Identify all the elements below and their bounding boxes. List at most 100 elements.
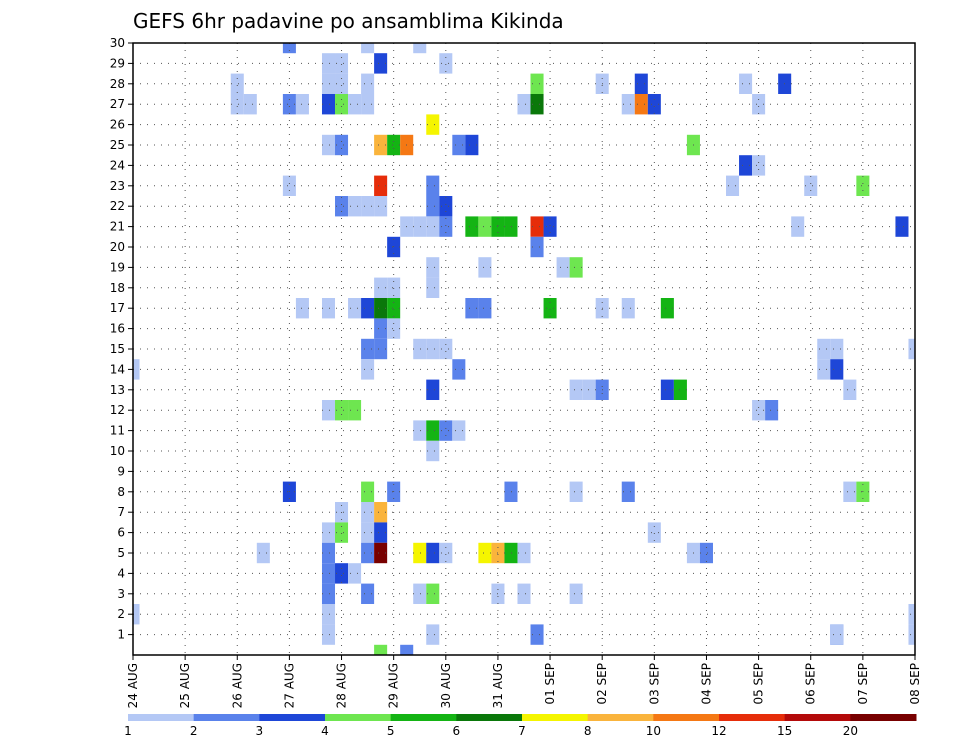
heatmap-cell bbox=[647, 94, 661, 115]
heatmap-cell bbox=[361, 94, 375, 115]
heatmap-cell bbox=[439, 542, 453, 564]
heatmap-cell bbox=[321, 298, 336, 319]
heatmap-cell bbox=[321, 73, 336, 94]
heatmap-cell bbox=[439, 420, 453, 441]
heatmap-cell bbox=[517, 94, 531, 115]
heatmap-cell bbox=[530, 73, 544, 94]
colorbar-segment bbox=[259, 714, 326, 721]
heatmap-cell bbox=[321, 522, 336, 543]
heatmap-cell bbox=[426, 277, 440, 298]
heatmap-cell bbox=[321, 542, 336, 564]
heatmap-cell bbox=[387, 298, 401, 319]
heatmap-cell bbox=[830, 359, 844, 380]
y-tick-label: 1 bbox=[117, 628, 125, 642]
y-tick-label: 15 bbox=[110, 342, 125, 356]
colorbar-segment bbox=[784, 714, 851, 721]
heatmap-cell bbox=[335, 73, 349, 94]
heatmap-cell bbox=[439, 196, 453, 217]
heatmap-cell bbox=[348, 94, 362, 115]
colorbar-segment bbox=[587, 714, 654, 721]
heatmap-cell bbox=[374, 277, 388, 298]
heatmap-cell bbox=[335, 522, 349, 543]
heatmap-cell bbox=[895, 216, 909, 237]
heatmap-cell bbox=[426, 379, 440, 400]
x-tick-label: 27 AUG bbox=[282, 663, 296, 708]
y-tick-label: 27 bbox=[110, 97, 125, 111]
heatmap-cell bbox=[295, 298, 309, 319]
heatmap-cell bbox=[374, 318, 388, 339]
x-tick-label: 29 AUG bbox=[387, 663, 401, 708]
heatmap-cell bbox=[830, 338, 844, 360]
heatmap-cell bbox=[426, 542, 440, 564]
colorbar-label: 1 bbox=[124, 724, 132, 738]
heatmap-cell bbox=[504, 542, 518, 564]
heatmap-cell bbox=[426, 196, 440, 217]
x-tick-label: 24 AUG bbox=[126, 663, 140, 708]
y-tick-label: 17 bbox=[110, 301, 125, 315]
heatmap-cell bbox=[282, 175, 296, 196]
heatmap-cell bbox=[374, 175, 388, 196]
colorbar-segment bbox=[390, 714, 457, 721]
y-tick-label: 16 bbox=[110, 322, 125, 336]
y-axis-ticks: 1234567891011121314151617181920212223242… bbox=[110, 36, 133, 642]
x-tick-label: 05 SEP bbox=[752, 663, 766, 705]
heatmap-cell bbox=[426, 338, 440, 360]
heatmap-cell bbox=[856, 175, 870, 196]
heatmap-cell bbox=[621, 298, 635, 319]
y-tick-label: 2 bbox=[117, 607, 125, 621]
heatmap-cells bbox=[133, 43, 915, 655]
colorbar-label: 20 bbox=[843, 724, 858, 738]
heatmap-cell bbox=[361, 502, 375, 523]
heatmap-cell bbox=[452, 359, 466, 380]
heatmap-cell bbox=[374, 502, 388, 523]
x-tick-label: 30 AUG bbox=[439, 663, 453, 708]
colorbar: 1 2 3 4 5 6 7 8 10 12 15 20 bbox=[124, 714, 917, 738]
heatmap-cell bbox=[361, 583, 375, 604]
heatmap-cell bbox=[452, 420, 466, 441]
heatmap-cell bbox=[634, 94, 648, 115]
heatmap-cell bbox=[361, 196, 375, 217]
heatmap-cell bbox=[530, 624, 544, 645]
heatmap-cell bbox=[321, 53, 336, 74]
x-tick-label: 06 SEP bbox=[804, 663, 818, 705]
heatmap-cell bbox=[426, 624, 440, 645]
heatmap-cell bbox=[426, 114, 440, 135]
x-tick-label: 02 SEP bbox=[595, 663, 609, 705]
heatmap-cell bbox=[517, 542, 531, 564]
heatmap-cell bbox=[361, 73, 375, 94]
heatmap-cell bbox=[478, 216, 492, 237]
heatmap-cell bbox=[752, 400, 766, 421]
heatmap-cell bbox=[321, 604, 336, 625]
heatmap-cell bbox=[530, 236, 544, 258]
heatmap-cell bbox=[830, 624, 844, 645]
heatmap-cell bbox=[413, 43, 427, 54]
y-tick-label: 22 bbox=[110, 199, 125, 213]
colorbar-label: 2 bbox=[190, 724, 198, 738]
heatmap-cell bbox=[817, 338, 831, 360]
heatmap-cell bbox=[361, 481, 375, 502]
heatmap-cell bbox=[361, 542, 375, 564]
y-tick-label: 20 bbox=[110, 240, 125, 254]
heatmap-cell bbox=[413, 542, 427, 564]
heatmap-cell bbox=[321, 94, 336, 115]
heatmap-cell bbox=[387, 318, 401, 339]
y-tick-label: 24 bbox=[110, 158, 125, 172]
heatmap-cell bbox=[634, 73, 648, 94]
heatmap-cell bbox=[321, 624, 336, 645]
chart-title: GEFS 6hr padavine po ansamblima Kikinda bbox=[133, 9, 564, 33]
colorbar-label: 3 bbox=[256, 724, 264, 738]
colorbar-segment bbox=[850, 714, 917, 721]
y-tick-label: 25 bbox=[110, 138, 125, 152]
heatmap-cell bbox=[321, 400, 336, 421]
colorbar-label: 5 bbox=[387, 724, 395, 738]
heatmap-cell bbox=[621, 94, 635, 115]
heatmap-cell bbox=[413, 420, 427, 441]
heatmap-cell bbox=[361, 298, 375, 319]
heatmap-cell bbox=[400, 644, 414, 655]
heatmap-cell bbox=[413, 216, 427, 237]
heatmap-cell bbox=[647, 522, 661, 543]
heatmap-cell bbox=[321, 134, 336, 156]
heatmap-cell bbox=[804, 175, 818, 196]
heatmap-cell bbox=[504, 216, 518, 237]
